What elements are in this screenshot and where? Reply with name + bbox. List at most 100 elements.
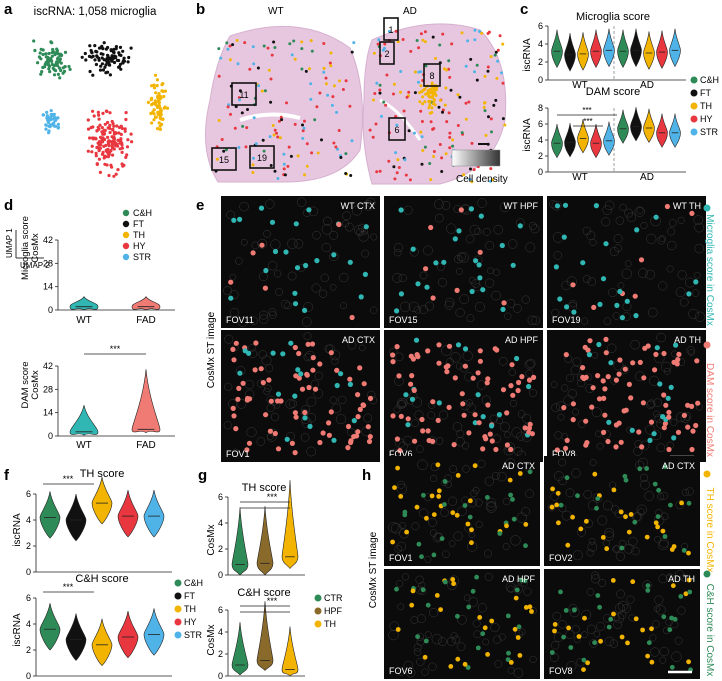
umap-point: [149, 111, 153, 116]
cell-dot: [487, 115, 490, 119]
score-dot: [506, 650, 511, 656]
c-sig-2: ***: [583, 117, 592, 126]
violin: [39, 491, 61, 539]
d-top-group-wt: WT: [76, 315, 92, 326]
cell-dot: [275, 131, 278, 135]
score-dot: [549, 650, 555, 655]
cell-dot: [251, 171, 255, 174]
cell-dot: [432, 150, 436, 153]
umap-point: [93, 58, 97, 62]
cell-dot: [424, 64, 428, 68]
y-tick-label: 0: [218, 671, 223, 681]
fov-box-19: [249, 145, 275, 169]
score-dot: [603, 350, 609, 356]
cell-outline: [436, 263, 445, 271]
legend-g-label: CTR: [324, 593, 343, 603]
umap-point: [156, 94, 160, 98]
cell-outline: [331, 403, 342, 414]
score-dot: [665, 395, 671, 401]
score-dot: [662, 420, 669, 427]
score-dot: [667, 627, 673, 633]
score-dot: [519, 577, 524, 583]
cell-outline: [667, 227, 676, 236]
cell-dot: [296, 154, 300, 158]
umap-point: [102, 58, 106, 62]
panel-c-letter: c: [520, 1, 528, 18]
score-dot: [554, 447, 560, 453]
score-dot: [604, 546, 610, 552]
cell-outline: [602, 205, 612, 215]
score-dot: [593, 203, 600, 209]
cell-dot: [501, 117, 505, 121]
score-dot: [416, 541, 422, 547]
score-dot: [422, 654, 428, 660]
score-dot: [645, 588, 651, 593]
cell-dot: [462, 173, 466, 177]
umap-point: [94, 62, 98, 67]
score-dot: [480, 631, 486, 637]
score-dot: [505, 613, 511, 619]
cell-dot: [423, 30, 427, 34]
score-dot: [563, 445, 569, 451]
cell-outline: [665, 573, 675, 582]
c-top-group-ad: AD: [640, 80, 654, 91]
cell-outline: [323, 216, 332, 226]
score-dot: [617, 288, 623, 295]
cell-outline: [403, 205, 413, 215]
cell-outline: [224, 334, 234, 344]
score-dot: [661, 425, 667, 431]
score-dot: [409, 396, 416, 402]
cell-outline: [586, 549, 594, 557]
score-dot: [628, 395, 634, 401]
cell-outline: [525, 242, 536, 253]
cell-outline: [425, 301, 435, 311]
cell-dot: [392, 82, 396, 86]
score-dot: [397, 448, 403, 454]
legend-f-label: FT: [184, 591, 195, 601]
cell-dot: [420, 90, 424, 94]
panel-b-letter: b: [196, 1, 205, 18]
umap-point: [106, 140, 110, 144]
umap-point: [97, 113, 101, 117]
cell-outline: [616, 589, 626, 599]
score-dot: [668, 502, 673, 508]
cell-dot: [252, 116, 256, 120]
score-dot: [606, 419, 612, 425]
cell-dot: [433, 91, 437, 95]
cell-outline: [399, 316, 407, 324]
cell-outline: [509, 399, 518, 407]
score-dot: [582, 344, 588, 350]
legend-a-dot: [122, 242, 130, 250]
wt-brain-section: [205, 25, 363, 183]
umap-point: [112, 174, 116, 178]
score-dot: [603, 241, 609, 247]
score-dot: [512, 626, 518, 632]
cell-outline: [550, 641, 560, 650]
umap-point: [108, 123, 112, 127]
score-dot: [575, 493, 580, 499]
cell-dot: [271, 124, 275, 127]
umap-point: [111, 141, 115, 146]
umap-point: [55, 47, 59, 51]
cell-outline: [640, 480, 650, 490]
umap-point: [100, 126, 104, 130]
cell-outline: [430, 474, 438, 482]
cell-outline: [653, 398, 662, 407]
score-dot: [683, 591, 689, 597]
score-dot: [409, 373, 415, 379]
score-dot: [455, 342, 462, 348]
cell-dot: [394, 151, 398, 155]
score-dot: [228, 279, 234, 285]
score-dot: [626, 529, 632, 535]
g-sig-bottom: ***: [267, 596, 278, 606]
score-dot: [394, 344, 400, 350]
cell-dot: [445, 120, 449, 124]
score-dot: [613, 444, 619, 450]
score-dot: [595, 593, 601, 598]
cell-dot: [464, 117, 468, 121]
umap-point: [150, 96, 154, 100]
cell-dot: [475, 63, 479, 67]
cell-outline: [685, 487, 694, 496]
cell-outline: [508, 368, 517, 376]
